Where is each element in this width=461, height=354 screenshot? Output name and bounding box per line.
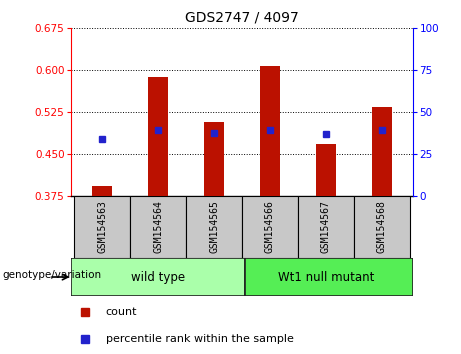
Bar <box>298 196 354 258</box>
Bar <box>186 196 242 258</box>
Text: percentile rank within the sample: percentile rank within the sample <box>106 334 294 344</box>
Text: GSM154567: GSM154567 <box>321 200 331 253</box>
Text: GSM154566: GSM154566 <box>265 200 275 253</box>
Bar <box>372 107 392 196</box>
Text: count: count <box>106 307 137 317</box>
Bar <box>71 258 245 296</box>
Bar <box>354 196 410 258</box>
Text: GSM154564: GSM154564 <box>153 200 163 253</box>
Text: GSM154568: GSM154568 <box>377 200 387 253</box>
Text: wild type: wild type <box>131 270 185 284</box>
Text: Wt1 null mutant: Wt1 null mutant <box>278 270 374 284</box>
Bar <box>130 196 186 258</box>
Bar <box>148 77 168 196</box>
Text: GSM154563: GSM154563 <box>97 200 107 253</box>
Bar <box>92 186 112 196</box>
Bar <box>204 122 224 196</box>
Bar <box>245 258 413 296</box>
Bar <box>316 144 336 196</box>
Bar <box>260 66 280 196</box>
Text: GSM154565: GSM154565 <box>209 200 219 253</box>
Title: GDS2747 / 4097: GDS2747 / 4097 <box>185 10 299 24</box>
Text: genotype/variation: genotype/variation <box>2 270 101 280</box>
Bar <box>242 196 298 258</box>
Bar <box>74 196 130 258</box>
